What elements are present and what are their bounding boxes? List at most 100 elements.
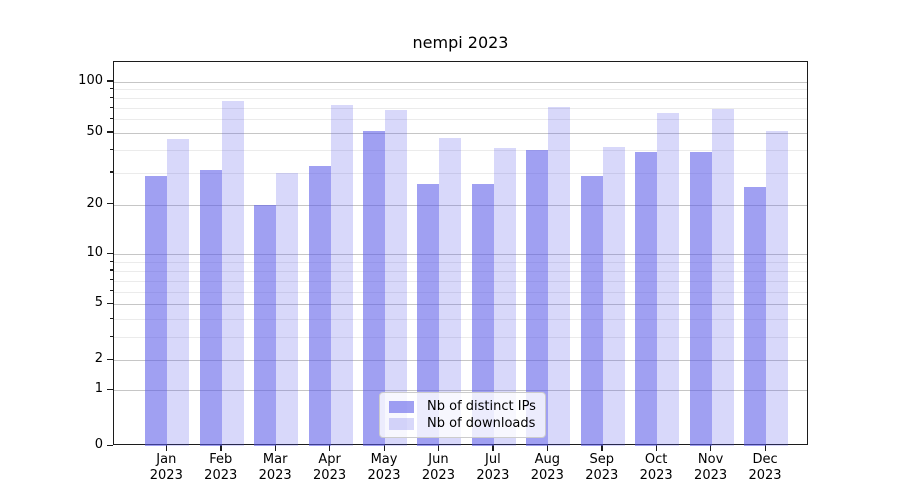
bar-downloads [657, 113, 680, 446]
x-tick-mark [601, 445, 603, 451]
bar-distinct-ips [471, 184, 494, 446]
legend-item-downloads: Nb of downloads [389, 415, 536, 432]
y-axis-tick-label: 0 [94, 437, 103, 452]
y-axis-tick-label: 20 [86, 195, 103, 211]
x-tick-mark [492, 445, 494, 451]
bar-distinct-ips [580, 175, 603, 446]
x-tick-mark [655, 445, 658, 451]
x-axis-tick-label: Apr 2023 [313, 452, 347, 483]
bar-distinct-ips [308, 165, 331, 446]
x-axis-tick-label: Oct 2023 [639, 452, 673, 483]
x-tick-mark [710, 445, 712, 451]
bar-downloads [602, 146, 625, 446]
gridline-minor [114, 108, 807, 109]
x-tick-mark [546, 445, 549, 451]
legend-item-distinct-ips: Nb of distinct IPs [389, 398, 536, 415]
chart-title: nempi 2023 [412, 33, 509, 52]
y-tick-mark [107, 203, 113, 205]
y-axis-tick-label: 100 [78, 72, 103, 88]
bar-distinct-ips [145, 175, 168, 446]
gridline-minor [114, 319, 807, 321]
bar-distinct-ips [526, 150, 549, 446]
y-tick-minor-mark [110, 335, 113, 337]
y-tick-minor-mark [110, 269, 113, 271]
gridline-minor [114, 270, 807, 272]
gridline-minor [114, 262, 807, 264]
x-axis-tick-label: Jan 2023 [149, 452, 183, 483]
bar-distinct-ips [199, 170, 222, 446]
gridline-major [114, 81, 807, 83]
gridline-minor [114, 172, 807, 174]
y-tick-mark [107, 131, 113, 133]
bar-downloads [493, 148, 516, 446]
y-tick-minor-mark [110, 117, 113, 120]
x-axis-tick-label: May 2023 [367, 452, 401, 483]
gridline-minor [114, 280, 807, 282]
bar-distinct-ips [417, 184, 440, 446]
gridline-minor [114, 337, 807, 339]
y-tick-minor-mark [110, 87, 113, 90]
legend-swatch-distinct-ips-icon [389, 400, 414, 413]
gridline-major [114, 390, 807, 392]
legend-label-downloads: Nb of downloads [427, 416, 536, 431]
x-axis-tick-label: Mar 2023 [258, 452, 292, 483]
bar-downloads [711, 109, 734, 446]
y-tick-minor-mark [110, 106, 113, 108]
y-tick-mark [107, 358, 113, 361]
gridline-minor [114, 98, 807, 100]
x-axis-tick-label: Sep 2023 [585, 452, 619, 483]
gridline-minor [114, 150, 807, 152]
bar-distinct-ips [363, 131, 386, 446]
bar-distinct-ips [744, 187, 767, 446]
bar-downloads [221, 100, 244, 446]
y-tick-minor-mark [110, 279, 113, 281]
x-tick-mark [383, 445, 385, 451]
bar-downloads [766, 131, 789, 446]
y-tick-minor-mark [110, 290, 113, 292]
gridline-major [114, 304, 807, 306]
gridline-minor [114, 291, 807, 293]
gridline-major [114, 132, 807, 134]
bar-downloads [439, 137, 462, 446]
y-tick-mark [107, 252, 113, 255]
x-axis-tick-label: Aug 2023 [530, 452, 564, 483]
legend: Nb of distinct IPs Nb of downloads [379, 392, 546, 438]
x-tick-mark [220, 445, 222, 451]
bar-distinct-ips [635, 152, 658, 446]
y-axis-tick-label: 5 [94, 295, 103, 311]
bar-distinct-ips [254, 204, 277, 446]
y-axis-tick-label: 2 [94, 351, 103, 367]
y-tick-minor-mark [110, 171, 113, 173]
x-axis-tick-label: Jun 2023 [421, 452, 455, 483]
gridline-major [114, 204, 807, 206]
bar-downloads [276, 172, 299, 446]
gridline-major [114, 360, 807, 362]
gridline-minor [114, 89, 807, 91]
x-tick-mark [764, 445, 766, 451]
y-tick-minor-mark [110, 148, 113, 151]
y-tick-mark [107, 444, 113, 446]
gridline-minor [114, 119, 807, 121]
y-tick-minor-mark [110, 96, 113, 99]
x-tick-mark [437, 445, 440, 451]
y-tick-minor-mark [110, 317, 113, 319]
y-axis-tick-label: 1 [94, 381, 103, 397]
bar-distinct-ips [689, 152, 712, 446]
x-tick-mark [274, 445, 277, 451]
x-axis-tick-label: Jul 2023 [476, 452, 510, 483]
y-axis-tick-label: 50 [86, 123, 103, 139]
y-tick-mark [107, 302, 113, 305]
y-axis-tick-label: 10 [86, 245, 103, 261]
x-axis-tick-label: Feb 2023 [204, 452, 238, 483]
bar-downloads [385, 110, 408, 446]
x-axis-tick-label: Nov 2023 [694, 452, 728, 483]
bar-downloads [330, 104, 353, 446]
y-tick-mark [107, 80, 113, 82]
x-tick-mark [329, 445, 331, 451]
legend-label-distinct-ips: Nb of distinct IPs [427, 399, 536, 414]
x-tick-mark [165, 445, 168, 451]
bar-downloads [548, 106, 571, 446]
x-axis-tick-label: Dec 2023 [748, 452, 782, 483]
bar-downloads [167, 139, 190, 446]
